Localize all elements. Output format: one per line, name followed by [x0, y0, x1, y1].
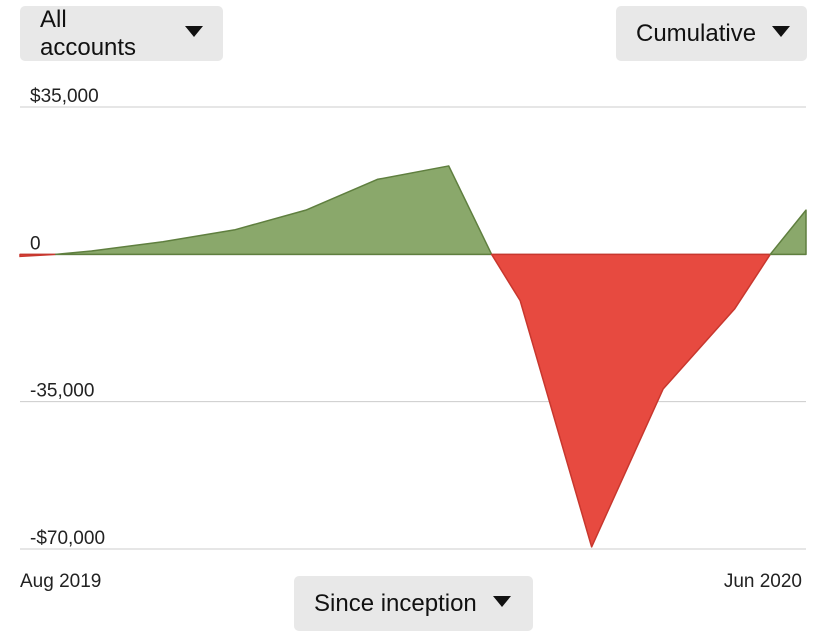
negative-area [19, 253, 57, 258]
y-tick-label: -$70,000 [30, 528, 105, 549]
y-tick-label: -35,000 [30, 381, 94, 402]
account-select-label: All accounts [40, 5, 137, 61]
caret-down-icon [185, 26, 203, 37]
caret-down-icon [492, 596, 511, 607]
account-select[interactable]: All accounts [20, 6, 223, 61]
mode-select[interactable]: Cumulative [616, 6, 807, 61]
positive-area [54, 165, 493, 256]
negative-area [490, 253, 772, 548]
range-select[interactable]: Since inception [294, 576, 533, 631]
mode-select-label: Cumulative [636, 19, 757, 47]
caret-down-icon [772, 26, 791, 37]
y-tick-label: $35,000 [30, 86, 99, 107]
range-select-label: Since inception [314, 589, 477, 617]
positive-area [769, 209, 807, 256]
y-tick-label: 0 [30, 233, 41, 254]
x-tick-label: Aug 2019 [20, 571, 101, 592]
area-layer [19, 165, 807, 548]
x-tick-label: Jun 2020 [724, 571, 802, 592]
tick-layer: $35,000 0 -35,000 -$70,000 Aug 2019 Jun 2020 [20, 86, 802, 592]
